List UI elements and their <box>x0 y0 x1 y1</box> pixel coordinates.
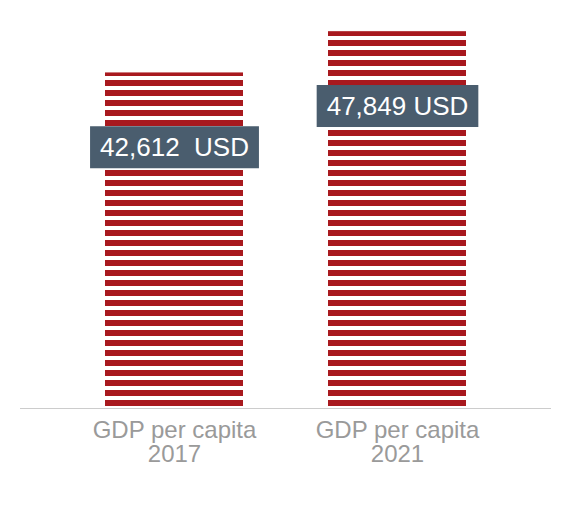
svg-text:GDP per capita2021: GDP per capita2021 <box>316 416 480 467</box>
svg-text:42,612 USD: 42,612 USD <box>100 132 249 162</box>
svg-text:47,849 USD: 47,849 USD <box>327 91 469 121</box>
svg-text:GDP per capita2017: GDP per capita2017 <box>93 416 257 467</box>
